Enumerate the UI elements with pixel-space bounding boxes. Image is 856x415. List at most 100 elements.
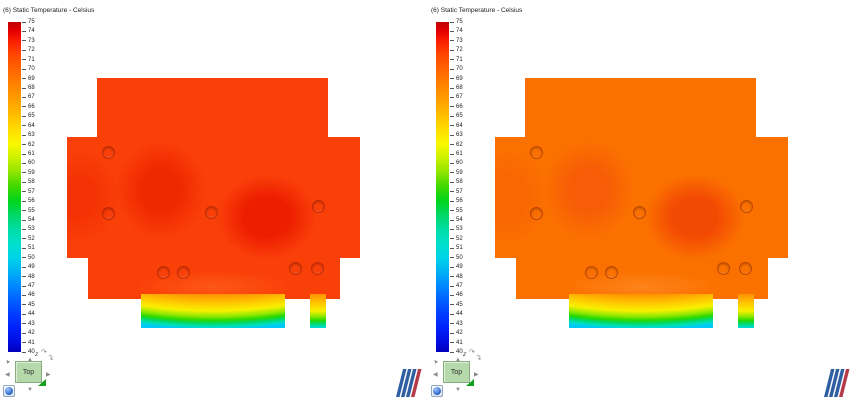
connector-strip-small: [738, 294, 754, 328]
legend-tick: 50: [22, 255, 35, 261]
legend-tick: 45: [22, 302, 35, 308]
rotate-left-arrow-icon[interactable]: ◀: [5, 372, 10, 378]
rotate-right-arrow-icon[interactable]: ▶: [474, 372, 479, 378]
legend-tick: 69: [22, 76, 35, 82]
mentor-graphics-logo: [396, 369, 422, 397]
legend-tick: 63: [22, 132, 35, 138]
legend-tick: 69: [450, 76, 463, 82]
mounting-hole: [101, 145, 115, 159]
legend-tick: 55: [22, 208, 35, 214]
hotspot-right: [645, 174, 745, 260]
legend-tick: 75: [22, 19, 35, 25]
legend-tick: 70: [450, 66, 463, 72]
view-cube-top-face[interactable]: Top: [443, 361, 470, 383]
legend-tick: 60: [450, 160, 463, 166]
view-cube-top-face[interactable]: Top: [15, 361, 42, 383]
hotspot-left: [543, 140, 635, 240]
view-cube-label: Top: [450, 368, 463, 376]
legend-tick: 74: [22, 28, 35, 34]
legend-tick: 72: [450, 47, 463, 53]
legend-tick: 66: [22, 104, 35, 110]
legend-tick: 62: [22, 142, 35, 148]
iso-corner-marker[interactable]: [38, 379, 46, 386]
legend-tick: 49: [22, 264, 35, 270]
legend-tick: 67: [450, 94, 463, 100]
logo-stripes-icon: [396, 369, 422, 397]
rotate-right-arrow-icon[interactable]: ▶: [46, 372, 51, 378]
legend-ticks: 75 74 73 72 71 70 69 68 67 66 65 64 63 62 61 60 59 58 57 56…: [0, 0, 60, 415]
rotate-down-arrow-icon[interactable]: ▼: [455, 387, 461, 393]
legend-tick: 68: [450, 85, 463, 91]
temperature-contour-panel: (6) Static Temperature - Celsius 75 74 73 7…: [428, 0, 856, 415]
legend-tick: 61: [450, 151, 463, 157]
legend-tick: 55: [450, 208, 463, 214]
mounting-hole: [204, 205, 218, 219]
temperature-contour-board: [67, 78, 360, 299]
legend-tick: 70: [22, 66, 35, 72]
legend-title: (6) Static Temperature - Celsius: [3, 7, 95, 14]
mounting-hole: [288, 261, 302, 275]
legend-tick: 44: [450, 311, 463, 317]
legend-tick: 52: [22, 236, 35, 242]
legend-tick: 60: [22, 160, 35, 166]
legend-tick: 46: [22, 292, 35, 298]
temperature-contour-panel: (6) Static Temperature - Celsius 75 74 73 7…: [0, 0, 422, 415]
mounting-hole: [101, 206, 115, 220]
mounting-hole: [529, 206, 543, 220]
legend-tick: 52: [450, 236, 463, 242]
legend-tick: 44: [22, 311, 35, 317]
legend-tick: 50: [450, 255, 463, 261]
legend-tick: 40: [22, 349, 35, 355]
legend-tick: 71: [450, 57, 463, 63]
legend-colorbar: [8, 22, 21, 352]
legend-tick: 75: [450, 19, 463, 25]
legend-tick: 71: [22, 57, 35, 63]
legend-tick: 45: [450, 302, 463, 308]
mounting-hole: [716, 261, 730, 275]
legend-tick: 48: [450, 274, 463, 280]
view-cube-label: Top: [22, 368, 35, 376]
rotate-up-left-arrow-icon[interactable]: ▲: [431, 357, 441, 367]
mentor-graphics-logo: [824, 369, 850, 397]
mounting-hole: [584, 265, 598, 279]
legend-tick: 65: [22, 113, 35, 119]
rotate-down-arrow-icon[interactable]: ▼: [27, 387, 33, 393]
legend-tick: 72: [22, 47, 35, 53]
legend-tick: 53: [22, 226, 35, 232]
legend-title: (6) Static Temperature - Celsius: [431, 7, 523, 14]
rotate-up-left-arrow-icon[interactable]: ▲: [3, 357, 13, 367]
orientation-globe-button[interactable]: [3, 385, 15, 397]
legend-tick: 73: [22, 38, 35, 44]
legend-tick: 68: [22, 85, 35, 91]
legend-tick: 51: [450, 245, 463, 251]
mounting-hole: [156, 265, 170, 279]
rotate-cw-icon[interactable]: ↷: [41, 349, 47, 356]
rotation-axis-label: z: [35, 351, 39, 358]
mounting-hole: [739, 199, 753, 213]
hotspot-left: [115, 140, 207, 240]
rotate-up-arrow-icon[interactable]: ▲: [455, 357, 461, 363]
legend-tick: 62: [450, 142, 463, 148]
mounting-hole: [632, 205, 646, 219]
globe-icon: [5, 387, 13, 395]
legend-tick: 56: [22, 198, 35, 204]
rotate-left-arrow-icon[interactable]: ◀: [433, 372, 438, 378]
mounting-hole: [176, 265, 190, 279]
legend-tick: 40: [450, 349, 463, 355]
mounting-hole: [604, 265, 618, 279]
mounting-hole: [738, 261, 752, 275]
globe-icon: [433, 387, 441, 395]
mounting-hole: [311, 199, 325, 213]
legend-tick: 65: [450, 113, 463, 119]
legend-tick: 66: [450, 104, 463, 110]
iso-corner-marker[interactable]: [466, 379, 474, 386]
rotate-cw-icon[interactable]: ↷: [469, 349, 475, 356]
legend-tick: 51: [22, 245, 35, 251]
view-orientation-widget: ▲ ▲ z ↷ ↷ ◀ Top ▶ ▼: [430, 348, 496, 410]
hotspot-right: [217, 174, 317, 260]
legend-tick: 43: [450, 321, 463, 327]
orientation-globe-button[interactable]: [431, 385, 443, 397]
legend-tick: 67: [22, 94, 35, 100]
rotate-up-arrow-icon[interactable]: ▲: [27, 357, 33, 363]
legend-tick: 63: [450, 132, 463, 138]
